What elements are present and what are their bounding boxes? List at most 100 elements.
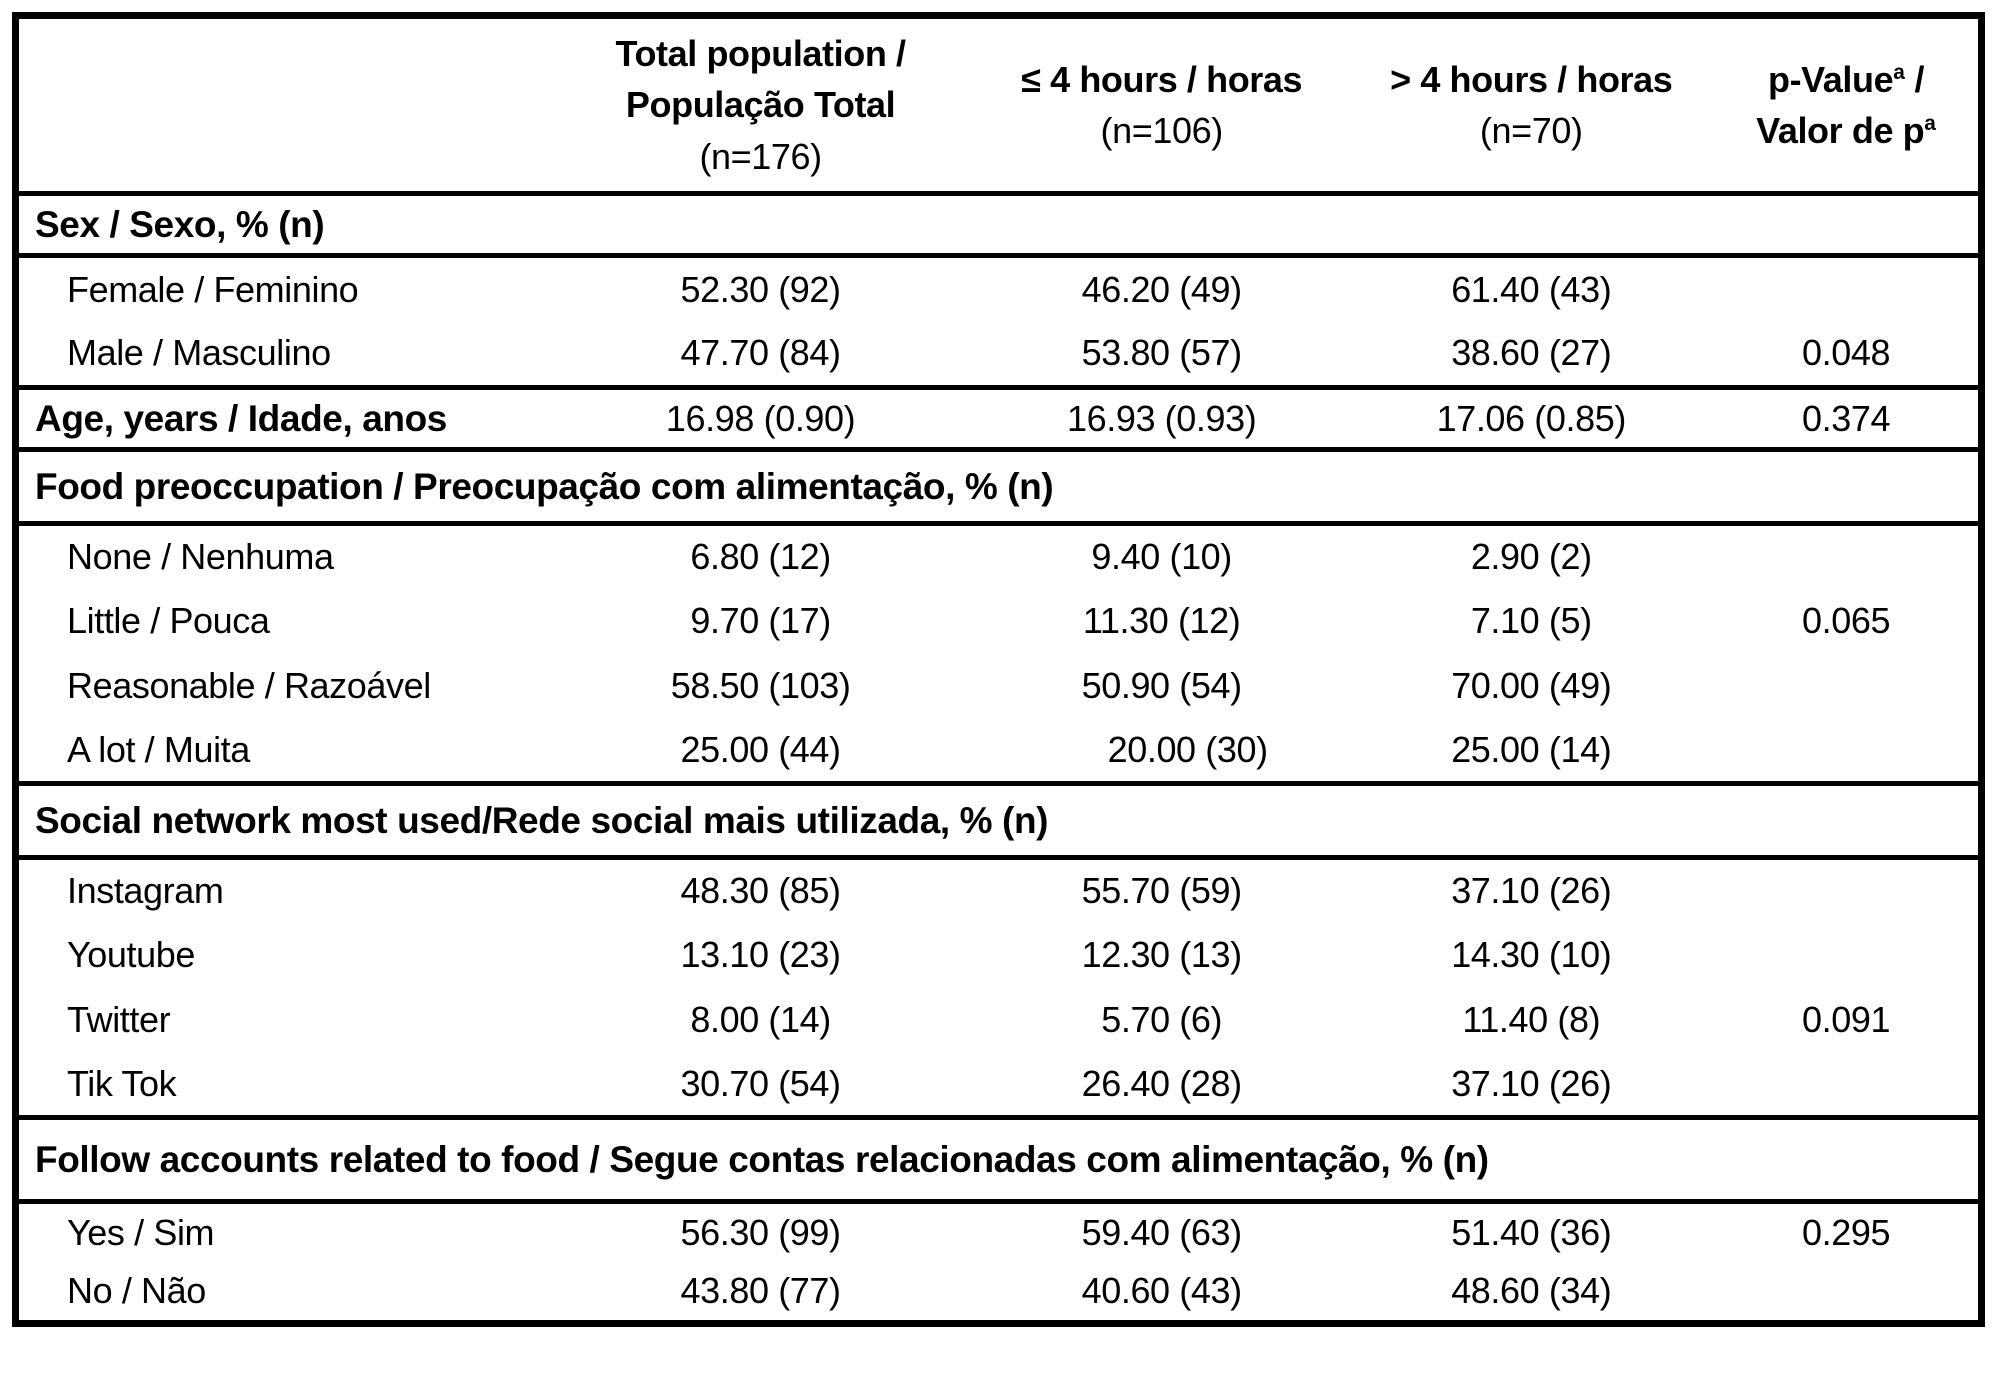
pvalue-separator: /: [1904, 58, 1925, 100]
pvalue-cell: 0.295: [1802, 1212, 1891, 1254]
table-row: Female / Feminino 52.30 (92) 46.20 (49) …: [16, 256, 1982, 322]
row-label-cell: Yes / Sim: [67, 1212, 215, 1254]
table-header-row: Total population / População Total (n=17…: [15, 15, 1982, 196]
row-label-cell: Age, years / Idade, anos: [15, 387, 547, 452]
table-row: Reasonable / Razoável 58.50 (103) 50.90 …: [16, 654, 1982, 719]
gt4-cell: 48.60 (34): [1451, 1270, 1612, 1312]
pvalue-subtitle: Valor de p: [1756, 110, 1925, 151]
gt4-cell: 61.40 (43): [1451, 268, 1612, 310]
demographics-table: Total population / População Total (n=17…: [12, 12, 1985, 1327]
section-header-follow: Follow accounts related to food / Segue …: [15, 1117, 1982, 1204]
section-header-row-social: Social network most used/Rede social mai…: [15, 783, 1982, 860]
gt4-cell: 7.10 (5): [1470, 600, 1592, 641]
pvalue-cell: [1714, 654, 1981, 719]
pvalue-cell: [1714, 718, 1982, 786]
section-header-row-food: Food preoccupation / Preocupação com ali…: [15, 449, 1982, 526]
total-cell: 9.70 (17): [690, 600, 831, 641]
section-header-row-sex: Sex / Sexo, % (n): [15, 193, 1982, 258]
pvalue-cell: 0.091: [1802, 999, 1891, 1040]
le4-cell: 20.00 (30): [974, 718, 1349, 786]
page: Total population / População Total (n=17…: [12, 12, 1985, 1327]
le4-cell: 50.90 (54): [1081, 665, 1243, 706]
row-label-cell: Female / Feminino: [67, 268, 359, 310]
le4-cell: 46.20 (49): [1081, 268, 1243, 310]
total-cell: 58.50 (103): [670, 665, 851, 706]
column-header-total: Total population / População Total (n=17…: [546, 15, 975, 196]
gt4-cell: 11.40 (8): [1462, 999, 1601, 1040]
total-cell: 6.80 (12): [690, 536, 831, 578]
footnote-marker-a: a: [1893, 60, 1905, 84]
gt4-cell: 25.00 (14): [1348, 718, 1715, 786]
column-header-le4-n: (n=106): [1100, 110, 1224, 151]
column-header-total-subtitle: População Total: [625, 84, 896, 126]
column-header-gt4: > 4 hours / horas (n=70): [1348, 15, 1715, 196]
row-label-cell: Instagram: [67, 870, 224, 912]
table-row: Little / Pouca 9.70 (17) 11.30 (12) 7.10…: [16, 589, 1982, 654]
column-header-gt4-title: > 4 hours / horas: [1390, 58, 1673, 100]
le4-cell: 40.60 (43): [1081, 1270, 1243, 1312]
le4-cell: 5.70 (6): [1101, 999, 1223, 1040]
pvalue-cell: [1714, 524, 1981, 589]
gt4-cell: 37.10 (26): [1348, 1052, 1715, 1120]
column-header-gt4-n: (n=70): [1479, 110, 1583, 151]
pvalue-title: p-Value: [1768, 58, 1894, 100]
le4-cell: 11.30 (12): [1082, 600, 1241, 641]
le4-cell: 59.40 (63): [1081, 1212, 1243, 1254]
table-row: Instagram 48.30 (85) 55.70 (59) 37.10 (2…: [16, 858, 1982, 923]
section-header-sex: Sex / Sexo, % (n): [15, 193, 1982, 258]
gt4-cell: 2.90 (2): [1470, 536, 1592, 578]
table-row: Twitter 8.00 (14) 5.70 (6) 11.40 (8) 0.0…: [16, 988, 1982, 1053]
row-label-cell: Twitter: [67, 999, 171, 1040]
column-header-pvalue-line2: Valor de pa: [1714, 105, 1978, 156]
le4-cell: 16.93 (0.93): [974, 387, 1349, 452]
pvalue-cell: [1714, 256, 1981, 322]
total-cell: 13.10 (23): [680, 934, 842, 975]
gt4-cell: 38.60 (27): [1348, 321, 1715, 390]
pvalue-cell: [1714, 923, 1981, 988]
le4-cell: 9.40 (10): [1091, 536, 1232, 578]
gt4-cell: 70.00 (49): [1451, 665, 1612, 706]
pvalue-cell: [1714, 1052, 1982, 1120]
row-label-cell: A lot / Muita: [15, 718, 547, 786]
row-label-cell: No / Não: [67, 1270, 206, 1312]
section-header-food: Food preoccupation / Preocupação com ali…: [15, 449, 1982, 526]
footnote-marker-a: a: [1924, 112, 1936, 135]
row-label-cell: Little / Pouca: [67, 600, 270, 641]
column-header-le4-title: ≤ 4 hours / horas: [1021, 58, 1303, 100]
total-cell: 47.70 (84): [546, 321, 975, 390]
le4-cell: 53.80 (57): [974, 321, 1349, 390]
total-cell: 56.30 (99): [680, 1212, 842, 1254]
pvalue-cell: 0.048: [1714, 321, 1982, 390]
section-header-social: Social network most used/Rede social mai…: [15, 783, 1982, 860]
table-row: Youtube 13.10 (23) 12.30 (13) 14.30 (10): [16, 923, 1982, 988]
section-header-row-follow: Follow accounts related to food / Segue …: [15, 1117, 1982, 1204]
row-label-cell: Youtube: [67, 934, 196, 975]
column-header-pvalue: p-Valuea / Valor de pa: [1714, 15, 1982, 196]
column-header-empty: [15, 15, 547, 196]
column-header-pvalue-line1: p-Valuea /: [1714, 54, 1978, 105]
gt4-cell: 51.40 (36): [1451, 1212, 1612, 1254]
total-cell: 30.70 (54): [546, 1052, 975, 1120]
table-row: Male / Masculino 47.70 (84) 53.80 (57) 3…: [15, 321, 1982, 390]
table-row: A lot / Muita 25.00 (44) 20.00 (30) 25.0…: [15, 718, 1982, 786]
pvalue-cell: 0.065: [1802, 600, 1891, 641]
table-row: No / Não 43.80 (77) 40.60 (43) 48.60 (34…: [16, 1263, 1982, 1324]
table-row: Yes / Sim 56.30 (99) 59.40 (63) 51.40 (3…: [16, 1202, 1982, 1263]
le4-cell: 55.70 (59): [1081, 870, 1243, 912]
gt4-cell: 37.10 (26): [1451, 870, 1612, 912]
table-row-age: Age, years / Idade, anos 16.98 (0.90) 16…: [15, 387, 1982, 452]
column-header-total-title: Total population /: [615, 33, 906, 75]
total-cell: 48.30 (85): [680, 870, 842, 912]
total-cell: 43.80 (77): [680, 1270, 842, 1312]
le4-cell: 26.40 (28): [974, 1052, 1349, 1120]
table-row: None / Nenhuma 6.80 (12) 9.40 (10) 2.90 …: [16, 524, 1982, 589]
gt4-cell: 14.30 (10): [1451, 934, 1612, 975]
total-cell: 8.00 (14): [690, 999, 831, 1040]
row-label-cell: Reasonable / Razoável: [67, 665, 431, 706]
total-cell: 52.30 (92): [680, 268, 842, 310]
pvalue-cell: [1714, 858, 1981, 923]
pvalue-cell: 0.374: [1714, 387, 1982, 452]
row-label-cell: None / Nenhuma: [67, 536, 334, 578]
row-label-cell: Tik Tok: [15, 1052, 547, 1120]
pvalue-cell: [1714, 1263, 1981, 1324]
